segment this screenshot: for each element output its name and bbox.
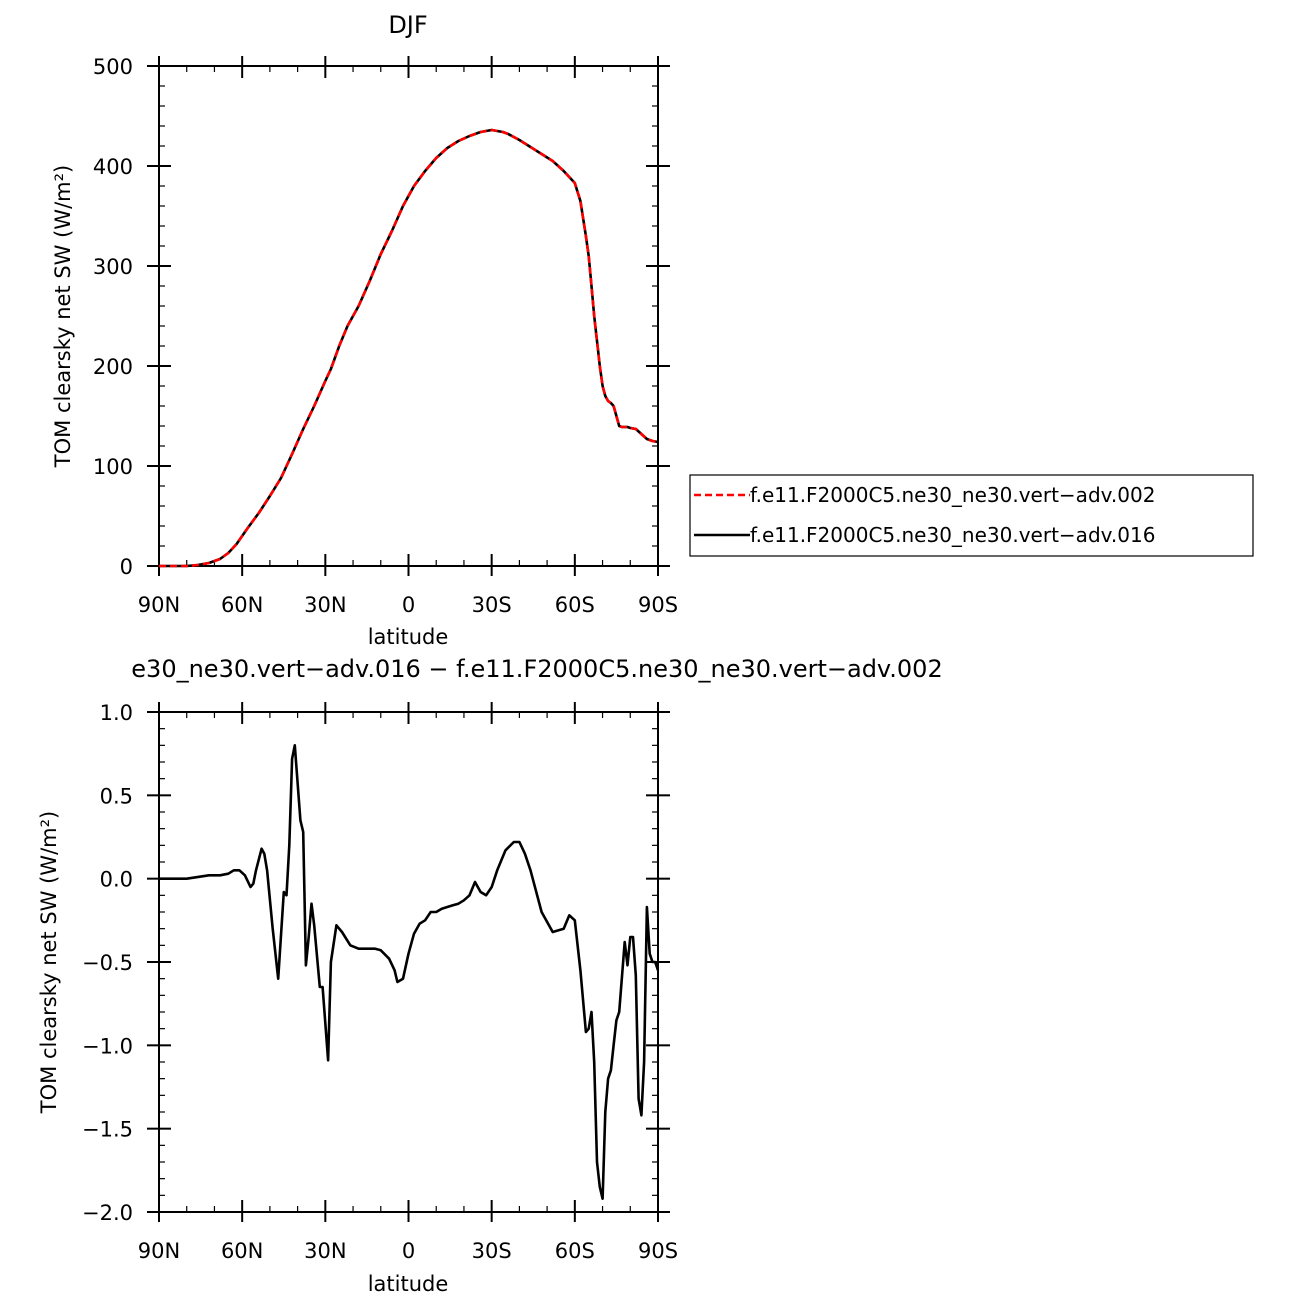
top-y-axis-label: TOM clearsky net SW (W/m²) <box>51 165 75 468</box>
bottom-plot-area: 90N 60N 30N 0 30S 60S 90S −2.0 −1.5 −1.0 −0.5 0.0 0.… <box>82 701 678 1263</box>
legend-label-series-2: f.e11.F2000C5.ne30_ne30.vert−adv.016 <box>750 523 1155 547</box>
bottom-y-axis-label: TOM clearsky net SW (W/m²) <box>37 811 61 1114</box>
top-series-line-1 <box>159 128 659 568</box>
top-x-tick-label: 60S <box>555 593 595 617</box>
bottom-y-tick-label: −2.0 <box>82 1201 133 1225</box>
top-y-tick-label: 400 <box>93 155 133 179</box>
top-plot-area: 90N 60N 30N 0 30S 60S 90S 0 100 200 300 400 500 <box>93 55 678 617</box>
bottom-panel: e30_ne30.vert−adv.016 − f.e11.F2000C5.ne… <box>37 655 943 1296</box>
bottom-x-tick-label: 60N <box>221 1239 263 1263</box>
top-y-tick-label: 100 <box>93 455 133 479</box>
bottom-x-tick-label: 0 <box>402 1239 415 1263</box>
top-y-tick-label: 200 <box>93 355 133 379</box>
bottom-y-tick-label: 1.0 <box>100 701 133 725</box>
top-chart-title: DJF <box>388 11 427 39</box>
bottom-y-tick-label: −0.5 <box>82 951 133 975</box>
top-x-axis-label: latitude <box>368 625 449 649</box>
bottom-y-tick-label: −1.5 <box>82 1118 133 1142</box>
top-y-tick-label: 500 <box>93 55 133 79</box>
bottom-x-axis-label: latitude <box>368 1272 449 1296</box>
top-y-tick-label: 300 <box>93 255 133 279</box>
top-panel: DJF 90N 60N 30N 0 30S 60S 90S0100200300400500 … <box>51 11 1254 649</box>
bottom-plot-frame <box>158 711 659 1213</box>
top-x-tick-label: 90S <box>638 593 678 617</box>
top-x-tick-label: 30N <box>304 593 346 617</box>
bottom-x-tick-label: 90N <box>138 1239 180 1263</box>
bottom-x-tick-label: 30S <box>472 1239 512 1263</box>
legend: f.e11.F2000C5.ne30_ne30.vert−adv.002 f.e… <box>689 474 1254 557</box>
top-plot-frame <box>158 65 659 567</box>
bottom-y-tick-label: 0.0 <box>100 868 133 892</box>
legend-box <box>689 474 1254 557</box>
top-x-tick-label: 90N <box>138 593 180 617</box>
bottom-y-tick-label: −1.0 <box>82 1034 133 1058</box>
bottom-chart-title: e30_ne30.vert−adv.016 − f.e11.F2000C5.ne… <box>131 655 942 683</box>
legend-label-series-1: f.e11.F2000C5.ne30_ne30.vert−adv.002 <box>750 483 1155 507</box>
bottom-x-tick-label: 90S <box>638 1239 678 1263</box>
bottom-x-tick-label: 60S <box>555 1239 595 1263</box>
bottom-y-tick-label: 0.5 <box>100 784 133 808</box>
bottom-x-tick-label: 30N <box>304 1239 346 1263</box>
bottom-series-line-1 <box>159 743 660 1200</box>
top-y-tick-label: 0 <box>120 555 133 579</box>
top-x-tick-label: 60N <box>221 593 263 617</box>
top-x-tick-label: 30S <box>472 593 512 617</box>
top-x-tick-label: 0 <box>402 593 415 617</box>
